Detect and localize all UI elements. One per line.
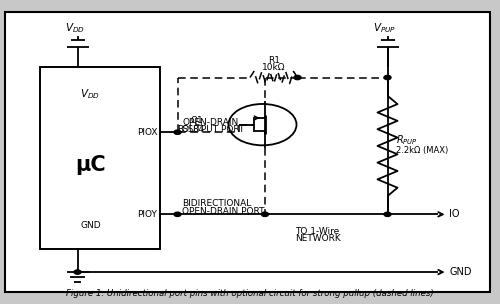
- Circle shape: [174, 130, 181, 134]
- Text: PIOY: PIOY: [138, 210, 158, 219]
- Circle shape: [74, 270, 81, 274]
- Circle shape: [384, 75, 391, 80]
- Text: PIOX: PIOX: [137, 128, 158, 137]
- Circle shape: [262, 212, 268, 216]
- Text: Q1: Q1: [191, 116, 203, 125]
- Text: R1: R1: [268, 56, 280, 65]
- Circle shape: [294, 75, 301, 80]
- FancyBboxPatch shape: [5, 12, 490, 292]
- Circle shape: [384, 212, 391, 216]
- Text: BSS84: BSS84: [176, 125, 204, 134]
- Text: $V_{DD}$: $V_{DD}$: [80, 87, 100, 101]
- Text: μC: μC: [75, 155, 106, 175]
- Text: OUTPUT PORT: OUTPUT PORT: [182, 125, 245, 134]
- Text: $R_{PUP}$: $R_{PUP}$: [396, 133, 418, 147]
- Text: GND: GND: [80, 221, 100, 230]
- Text: Figure 1. Unidirectional port pins with optional circuit for strong pullup (dash: Figure 1. Unidirectional port pins with …: [66, 289, 434, 298]
- Text: 2.2kΩ (MAX): 2.2kΩ (MAX): [396, 146, 449, 155]
- Text: IO: IO: [449, 209, 460, 219]
- Text: OPEN-DRAIN PORT: OPEN-DRAIN PORT: [182, 207, 265, 216]
- Text: 10kΩ: 10kΩ: [262, 63, 285, 72]
- Text: GND: GND: [449, 267, 471, 277]
- Text: TO 1-Wire: TO 1-Wire: [296, 226, 340, 236]
- Text: NETWORK: NETWORK: [294, 234, 341, 243]
- Text: $V_{DD}$: $V_{DD}$: [65, 21, 85, 35]
- Text: BIDIRECTIONAL: BIDIRECTIONAL: [182, 199, 252, 208]
- FancyBboxPatch shape: [40, 67, 160, 249]
- Text: $V_{PUP}$: $V_{PUP}$: [374, 21, 396, 35]
- Circle shape: [174, 212, 181, 216]
- Text: OPEN-DRAIN: OPEN-DRAIN: [182, 118, 239, 127]
